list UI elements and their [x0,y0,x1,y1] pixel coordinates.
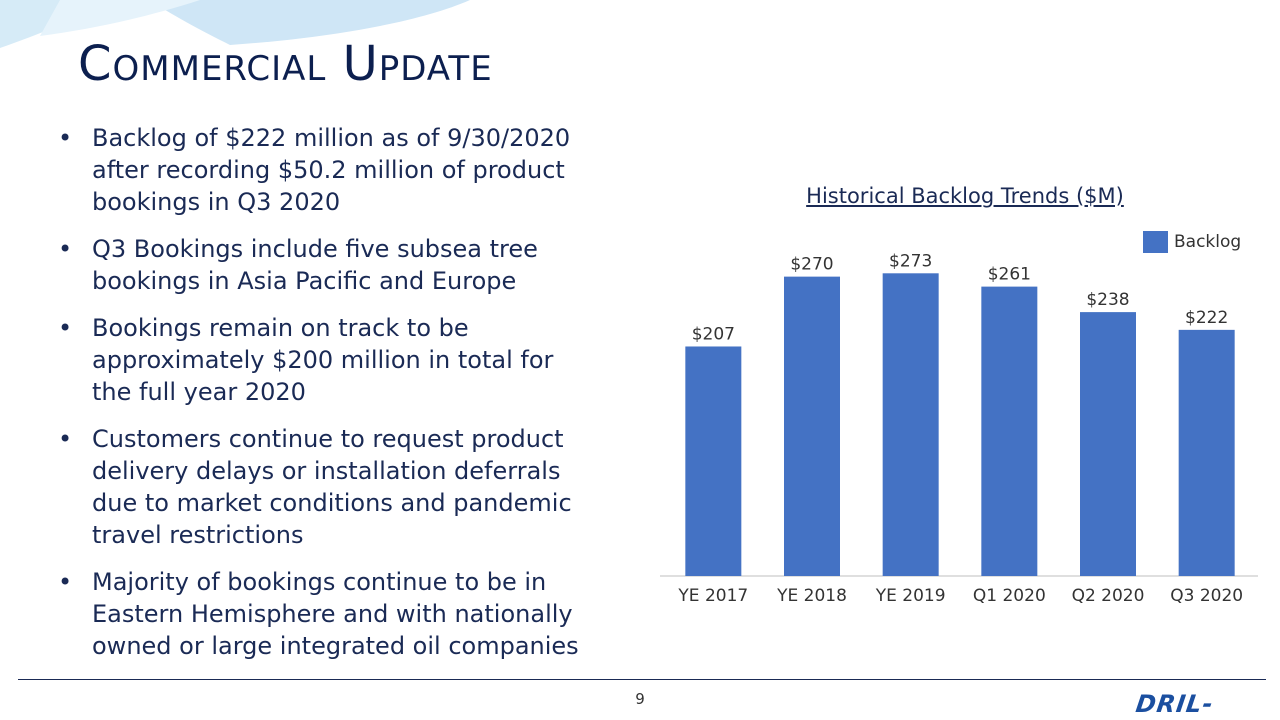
bar-ye-2019 [882,273,939,576]
footer-divider [18,679,1266,680]
bar-q2-2020 [1080,312,1136,576]
chart-title: Historical Backlog Trends ($M) [806,184,1124,208]
bullet-icon: • [58,235,73,263]
data-label: $273 [889,251,932,271]
bullet-list: • Backlog of $222 million as of 9/30/2020… [58,122,598,677]
x-tick-label: YE 2018 [776,586,847,606]
company-logo: DRIL-QUIP [1130,690,1216,720]
x-tick-label: Q2 2020 [1072,586,1145,606]
page-title: Commercial Update [78,36,493,92]
backlog-bar-chart: $207 YE 2017 $270 YE 2018 $273 YE 2019 $261 Q1 … [660,251,1258,606]
bullet-item: • Q3 Bookings include five subsea tree bo… [58,233,598,297]
legend-label: Backlog [1174,232,1242,252]
x-tick-label: Q3 2020 [1170,586,1243,606]
bullet-text: Customers continue to request product de… [92,425,572,549]
legend-swatch [1143,231,1168,253]
bar-q1-2020 [981,286,1038,576]
bar-ye-2017 [685,346,742,576]
bullet-icon: • [58,568,73,596]
bullet-icon: • [58,314,73,342]
bullet-item: • Bookings remain on track to be approxim… [58,312,598,408]
x-tick-label: YE 2019 [875,586,946,606]
bullet-item: • Customers continue to request product d… [58,423,598,551]
bar-q3-2020 [1178,329,1235,576]
data-label: $238 [1086,290,1129,310]
bullet-text: Majority of bookings continue to be in E… [92,568,579,660]
data-label: $222 [1185,308,1228,328]
bullet-text: Bookings remain on track to be approxima… [92,314,554,406]
data-label: $261 [988,265,1031,285]
bullet-text: Backlog of $222 million as of 9/30/2020 … [92,124,571,216]
bullet-item: • Majority of bookings continue to be in … [58,566,598,662]
page-number: 9 [635,690,645,708]
bar-ye-2018 [784,276,840,576]
bullet-icon: • [58,124,73,152]
x-tick-label: Q1 2020 [973,586,1046,606]
bullet-text: Q3 Bookings include five subsea tree boo… [92,235,538,295]
data-label: $207 [692,324,735,344]
data-label: $270 [790,255,833,275]
x-tick-label: YE 2017 [677,586,748,606]
bullet-icon: • [58,425,73,453]
decorative-header-wave [0,0,470,48]
bullet-item: • Backlog of $222 million as of 9/30/2020… [58,122,598,218]
chart-legend: Backlog [1143,231,1241,253]
